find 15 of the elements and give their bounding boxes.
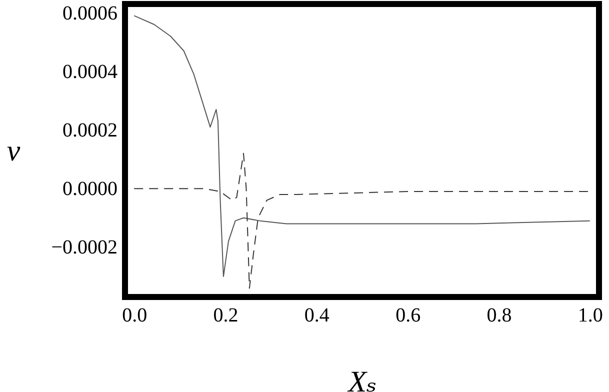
x-tick-label: 0.2 [213, 304, 238, 326]
x-tick-label: 0.0 [122, 304, 148, 326]
y-tick-label: 0.0000 [62, 178, 118, 200]
y-tick-label: 0.0006 [62, 2, 118, 24]
x-tick-label: 0.6 [396, 304, 421, 326]
y-tick-label: 0.0004 [62, 60, 118, 83]
x-axis-title: Xₛ [347, 366, 377, 392]
x-tick-label: 1.0 [578, 304, 603, 326]
y-tick-label: 0.0002 [62, 119, 118, 142]
y-axis-title: v [6, 134, 21, 168]
line-series [134, 15, 590, 277]
x-tick-label: 0.4 [304, 304, 330, 326]
line-series [134, 152, 590, 289]
x-tick-label: 0.8 [486, 304, 512, 326]
y-tick-label: −0.0002 [51, 236, 118, 259]
